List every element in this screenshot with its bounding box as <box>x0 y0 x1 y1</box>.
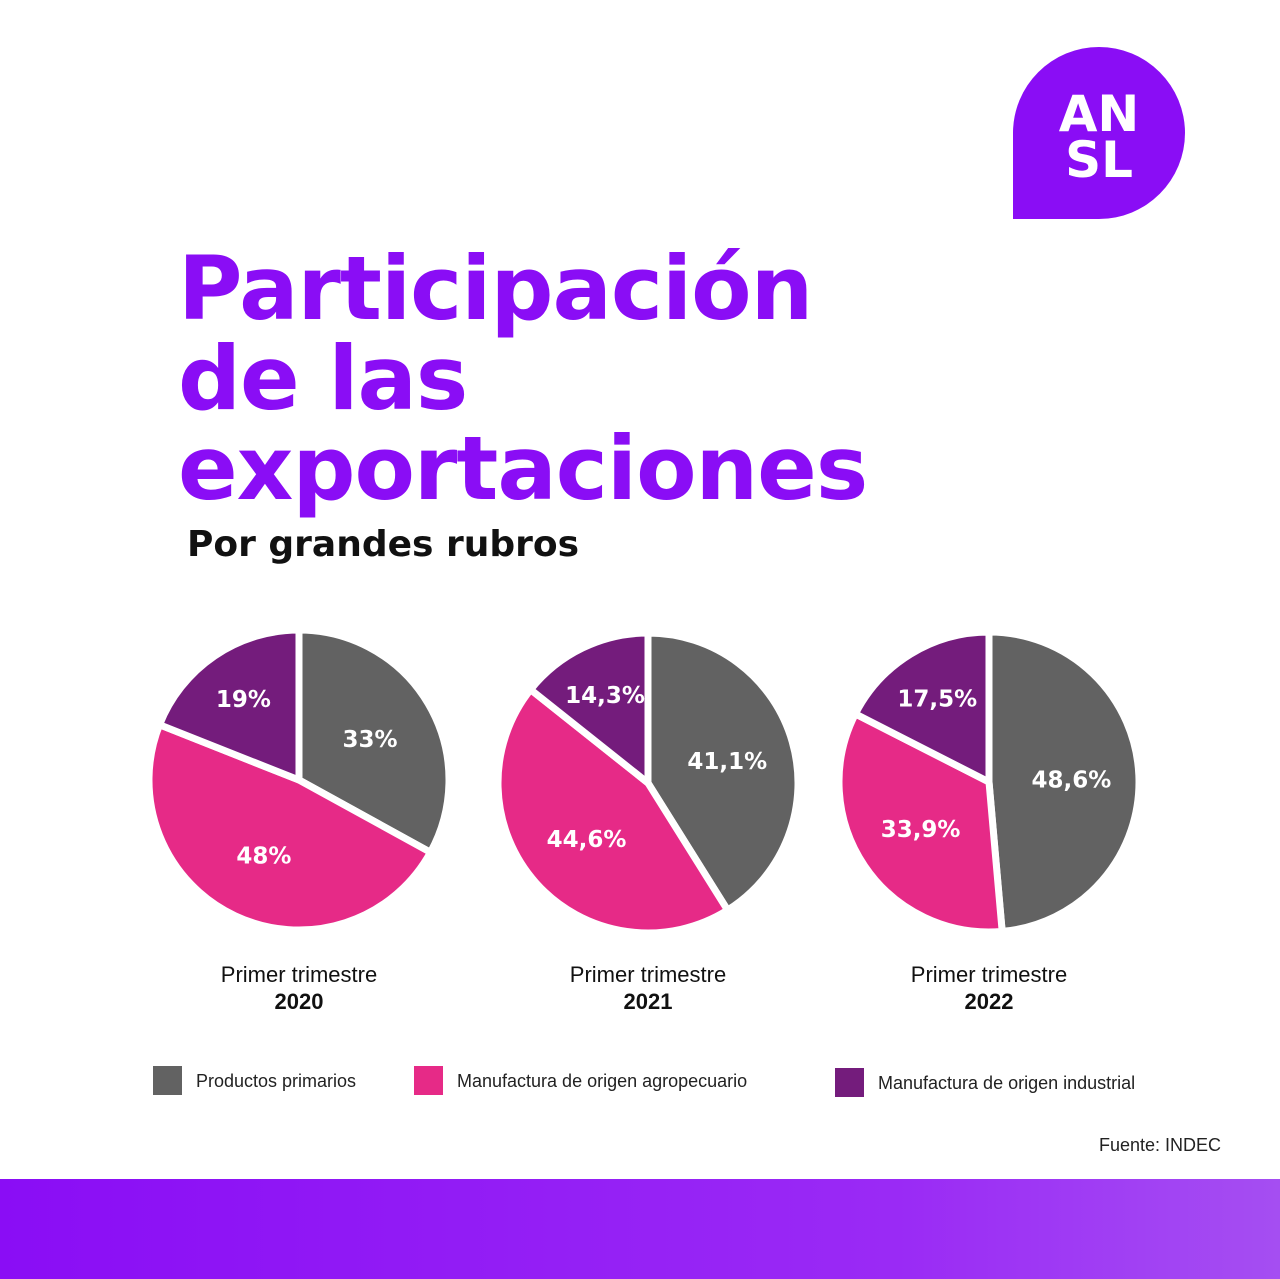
legend-swatch-primarios <box>153 1066 182 1095</box>
slice-label-2022-agropecuario: 33,9% <box>881 817 961 843</box>
chart-period-2021: Primer trimestre <box>570 962 726 987</box>
legend-label-primarios: Productos primarios <box>196 1071 357 1091</box>
legend-label-industrial: Manufactura de origen industrial <box>878 1073 1136 1093</box>
chart-year-2022: 2022 <box>965 989 1014 1014</box>
page-title: Participación de las exportaciones <box>178 237 868 520</box>
title-line-3: exportaciones <box>178 417 868 520</box>
pie-slice-2020-agropecuario <box>145 721 434 934</box>
legend-label-agropecuario: Manufactura de origen agropecuario <box>457 1071 748 1091</box>
page-subtitle: Por grandes rubros <box>187 524 580 565</box>
legend-swatch-industrial <box>835 1068 864 1097</box>
pie-slice-2022-industrial <box>851 628 993 786</box>
title-line-1: Participación <box>178 237 813 340</box>
logo-line-2: SL <box>1065 131 1133 189</box>
pie-slice-2020-industrial <box>156 626 303 784</box>
slice-label-2020-industrial: 19% <box>216 687 271 713</box>
chart-period-2020: Primer trimestre <box>221 962 377 987</box>
footer-band <box>0 1179 1280 1279</box>
pie-charts: 33%48%19%Primer trimestre202041,1%44,6%1… <box>145 626 1143 1014</box>
pie-slice-2021-industrial <box>527 629 652 787</box>
slice-label-2022-primarios: 48,6% <box>1032 767 1112 793</box>
slice-label-2021-agropecuario: 44,6% <box>547 827 627 853</box>
chart-year-2021: 2021 <box>624 989 673 1014</box>
ansl-logo: AN SL <box>1013 47 1185 219</box>
logo-text: AN SL <box>1059 85 1140 189</box>
slice-label-2020-agropecuario: 48% <box>236 844 291 870</box>
title-line-2: de las <box>178 327 468 430</box>
slice-label-2021-industrial: 14,3% <box>565 683 645 709</box>
legend-swatch-agropecuario <box>414 1066 443 1095</box>
pie-slice-2022-primarios <box>985 628 1143 935</box>
chart-period-2022: Primer trimestre <box>911 962 1067 987</box>
logo-line-1: AN <box>1059 85 1140 143</box>
pie-slice-2021-agropecuario <box>494 686 732 937</box>
source-note: Fuente: INDEC <box>1098 1135 1221 1155</box>
slice-label-2021-primarios: 41,1% <box>687 749 767 775</box>
slice-label-2020-primarios: 33% <box>342 727 397 753</box>
chart-year-2020: 2020 <box>275 989 324 1014</box>
slice-label-2022-industrial: 17,5% <box>897 687 977 713</box>
